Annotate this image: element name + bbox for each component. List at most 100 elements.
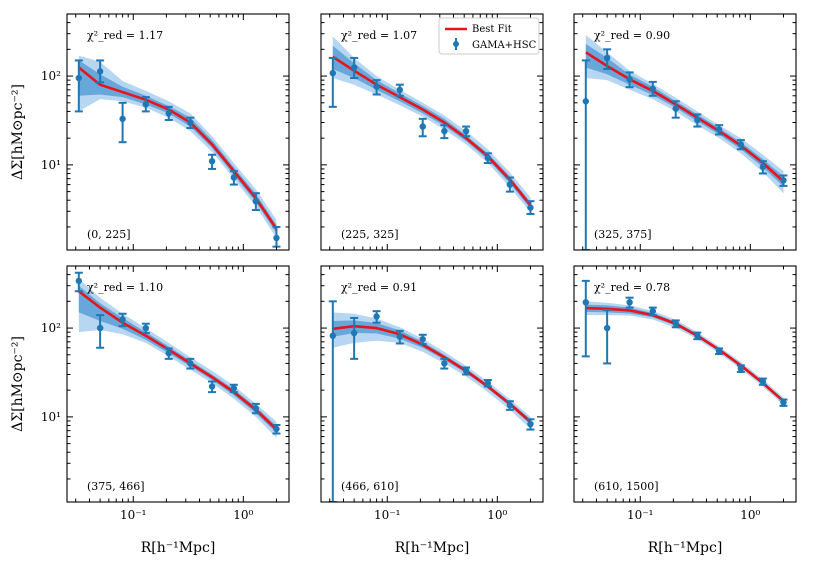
best-fit-line (77, 66, 278, 230)
data-point (780, 399, 787, 406)
best-fit-line (332, 55, 532, 207)
confidence-band-inner (78, 60, 277, 234)
panel-plot-area (581, 35, 788, 250)
x-tick-label: 10⁰ (740, 508, 760, 522)
data-point (350, 329, 358, 337)
data-point (396, 86, 404, 94)
x-tick-label: 10⁰ (233, 508, 253, 522)
panel-plot-area (74, 271, 281, 438)
x-axis-label-1: R[h⁻¹Mpc] (141, 540, 216, 556)
data-point (603, 54, 611, 62)
legend-fit-label: Best Fit (472, 24, 512, 35)
data-point (484, 379, 492, 387)
data-point (527, 204, 534, 211)
data-point (329, 69, 336, 77)
chi2-annotation: χ²_red = 1.10 (87, 281, 163, 294)
data-point (527, 420, 534, 428)
data-point (737, 365, 745, 372)
confidence-band-inner (332, 45, 531, 209)
data-point (603, 324, 611, 332)
panel-plot-area (328, 300, 535, 502)
panel-4: 10¹ 10² 10⁻¹ 10⁰ χ²_red = 1.10 (375, 466] (41, 265, 290, 522)
panel-2: χ²_red = 1.07 (225, 325] (320, 13, 544, 251)
chi2-annotation: χ²_red = 1.17 (87, 29, 163, 42)
best-fit-line (585, 51, 785, 183)
data-point (715, 126, 723, 133)
chi2-annotation: χ²_red = 0.91 (341, 281, 417, 294)
data-point (208, 157, 216, 165)
data-point (329, 332, 336, 339)
confidence-band-outer (585, 35, 784, 194)
x-tick-label: 10⁰ (487, 508, 507, 522)
data-point (626, 299, 633, 306)
data-point (759, 378, 767, 385)
data-point (373, 83, 380, 90)
data-point (75, 74, 82, 82)
y-tick-label: 10² (41, 69, 61, 83)
data-point (462, 367, 470, 375)
data-point (396, 333, 404, 340)
data-point (626, 76, 633, 83)
data-point (582, 299, 589, 306)
data-point (230, 385, 238, 392)
data-point (96, 68, 104, 75)
y-axis-label-top: ΔΣ[hM⊙pc⁻²] (10, 84, 26, 180)
y-axis-label-bottom: ΔΣ[hM⊙pc⁻²] (10, 336, 26, 432)
confidence-band-inner (585, 304, 784, 404)
data-point (506, 402, 514, 409)
data-point (252, 405, 260, 412)
data-point (230, 174, 238, 181)
panel-frame (573, 265, 797, 503)
x-axis-label-3: R[h⁻¹Mpc] (648, 540, 723, 556)
chi2-annotation: χ²_red = 0.90 (594, 29, 670, 42)
data-point (142, 101, 150, 108)
data-point (582, 98, 589, 105)
x-tick-label: 10⁻¹ (627, 508, 653, 522)
data-point (649, 307, 657, 315)
data-point (441, 127, 448, 135)
chi2-annotation: χ²_red = 0.78 (594, 281, 670, 294)
x-tick-label: 10⁻¹ (120, 508, 146, 522)
data-point (780, 177, 787, 184)
data-point (506, 181, 514, 188)
data-point (75, 277, 82, 285)
panel-frame (66, 265, 290, 503)
legend-data-label: GAMA+HSC (472, 40, 537, 51)
mass-bin-label: (466, 610] (341, 480, 399, 493)
panel-plot-area (328, 36, 535, 215)
panel-5: 10⁻¹ 10⁰ χ²_red = 0.91 (466, 610] (320, 265, 544, 522)
panel-frame (320, 265, 544, 503)
confidence-band-outer (332, 36, 531, 213)
mass-bin-label: (325, 375] (594, 228, 652, 241)
y-tick-label: 10¹ (41, 410, 61, 424)
confidence-band-outer (78, 55, 277, 238)
legend: Best Fit GAMA+HSC (438, 17, 540, 55)
best-fit-line (585, 306, 785, 403)
confidence-band-inner (585, 43, 784, 187)
data-point (672, 105, 679, 112)
x-axis-label-2: R[h⁻¹Mpc] (395, 540, 470, 556)
legend-box (438, 17, 540, 55)
panel-3: χ²_red = 0.90 (325, 375] (573, 13, 797, 251)
data-point (273, 234, 280, 242)
data-point (165, 350, 172, 357)
data-point (441, 360, 448, 367)
y-tick-label: 10¹ (41, 158, 61, 172)
x-tick-label: 10⁻¹ (374, 508, 400, 522)
data-point (759, 163, 767, 171)
data-point (142, 324, 150, 332)
data-point (350, 64, 358, 71)
panel-6: 10⁻¹ 10⁰ χ²_red = 0.78 (610, 1500] (573, 265, 797, 522)
data-point (208, 383, 216, 390)
data-point (462, 127, 470, 135)
panel-frame (573, 13, 797, 251)
data-point (672, 320, 679, 327)
data-point (119, 115, 126, 123)
panel-1: 10¹ 10² χ²_red = 1.17 (0, 225] (41, 13, 290, 251)
data-point (694, 116, 701, 124)
panel-plot-area (581, 279, 788, 407)
data-point (649, 85, 657, 92)
confidence-band-inner (78, 285, 277, 433)
legend-data-swatch (453, 41, 459, 47)
confidence-band-outer (585, 301, 784, 406)
